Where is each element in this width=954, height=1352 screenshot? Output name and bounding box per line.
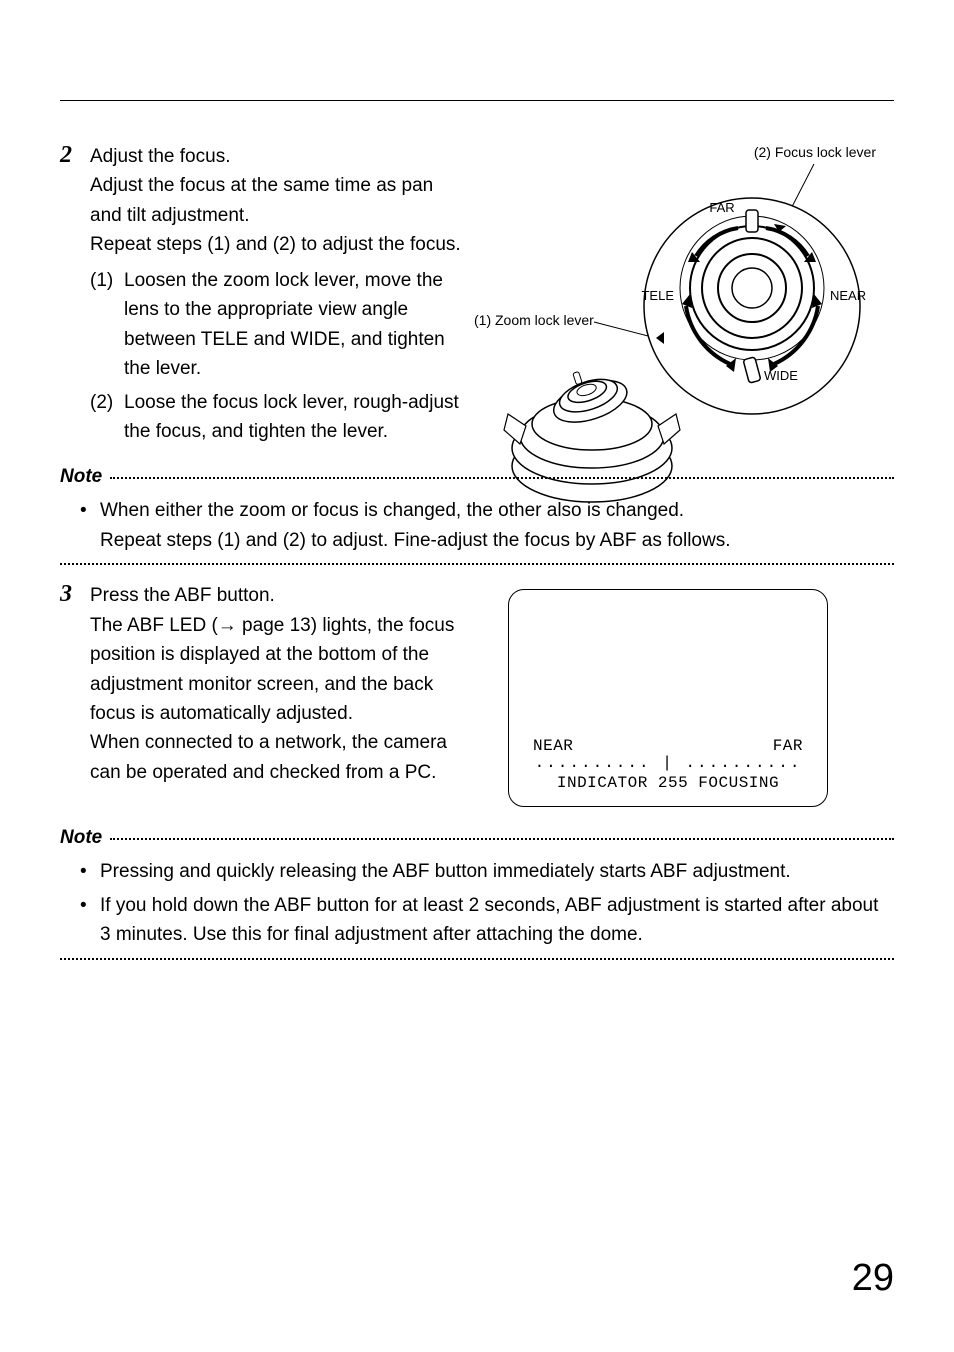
adjustment-monitor: NEAR FAR .......... | .......... INDICAT… [508, 589, 828, 807]
step-2-sub2: (2) Loose the focus lock lever, rough-ad… [90, 388, 470, 447]
step-3-para1: The ABF LED (→ page 13) lights, the focu… [90, 611, 470, 729]
note-2-bullet-2: • If you hold down the ABF button for at… [80, 891, 894, 950]
step-2-sub1-text: Loosen the zoom lock lever, move the len… [124, 266, 470, 384]
step-2-sub1-num: (1) [90, 266, 124, 384]
note-2-header: Note [60, 827, 894, 849]
lens-diagram-svg: FAR TELE NEAR WIDE [474, 138, 894, 528]
bullet-icon: • [80, 496, 100, 555]
step-2-sub1: (1) Loosen the zoom lock lever, move the… [90, 266, 470, 384]
step-2-sublist: (1) Loosen the zoom lock lever, move the… [90, 266, 470, 447]
monitor-near-far-row: NEAR FAR [509, 737, 827, 755]
step-2-number: 2 [60, 142, 90, 450]
note-1-end-rule [60, 563, 894, 565]
note-2-bullet-1-text: Pressing and quickly releasing the ABF b… [100, 857, 894, 886]
step-3-title: Press the ABF button. [90, 581, 470, 610]
step-2-line2: Repeat steps (1) and (2) to adjust the f… [90, 230, 470, 259]
note-1-dots [110, 477, 894, 479]
page-number: 29 [852, 1257, 894, 1300]
step-2-sub2-text: Loose the focus lock lever, rough-adjust… [124, 388, 470, 447]
step-3-para2: When connected to a network, the camera … [90, 728, 470, 787]
note-1-label: Note [60, 466, 102, 488]
arrow-icon: → [218, 615, 237, 636]
monitor-indicator: INDICATOR 255 FOCUSING [509, 774, 827, 792]
step-3-text-a: The ABF LED ( [90, 615, 218, 636]
tele-label: TELE [641, 288, 674, 303]
step-2-title: Adjust the focus. [90, 142, 470, 171]
focus-lock-lever-label: (2) Focus lock lever [754, 144, 876, 160]
note-2-label: Note [60, 827, 102, 849]
figure-1-container: (2) Focus lock lever (1) Zoom lock lever [498, 142, 894, 450]
step-2-row: 2 Adjust the focus. Adjust the focus at … [60, 142, 894, 450]
bullet-icon: • [80, 891, 100, 950]
monitor-content: NEAR FAR .......... | .......... INDICAT… [509, 737, 827, 793]
monitor-far: FAR [773, 737, 803, 755]
note-2-dots [110, 838, 894, 840]
step-3-row: 3 Press the ABF button. The ABF LED (→ p… [60, 581, 894, 807]
note-2-bullet-1: • Pressing and quickly releasing the ABF… [80, 857, 894, 886]
step-2-content: Adjust the focus. Adjust the focus at th… [90, 142, 470, 450]
zoom-lock-lever-label: (1) Zoom lock lever [474, 312, 594, 328]
far-label: FAR [709, 200, 734, 215]
monitor-figure-container: NEAR FAR .......... | .......... INDICAT… [498, 581, 894, 807]
step-2-sub2-num: (2) [90, 388, 124, 447]
near-label: NEAR [830, 288, 866, 303]
step-3-content: Press the ABF button. The ABF LED (→ pag… [90, 581, 470, 807]
step-3-number: 3 [60, 581, 90, 807]
page-content: 2 Adjust the focus. Adjust the focus at … [60, 142, 894, 960]
step-2-line1: Adjust the focus at the same time as pan… [90, 171, 470, 230]
note-2-list: • Pressing and quickly releasing the ABF… [80, 857, 894, 949]
camera-lens-figure: (2) Focus lock lever (1) Zoom lock lever [474, 138, 894, 528]
header-rule [60, 100, 894, 101]
bullet-icon: • [80, 857, 100, 886]
monitor-near: NEAR [533, 737, 573, 755]
monitor-scale: .......... | .......... [509, 755, 827, 773]
note-2-bullet-2-text: If you hold down the ABF button for at l… [100, 891, 894, 950]
note-2-end-rule [60, 958, 894, 960]
wide-label: WIDE [764, 368, 798, 383]
